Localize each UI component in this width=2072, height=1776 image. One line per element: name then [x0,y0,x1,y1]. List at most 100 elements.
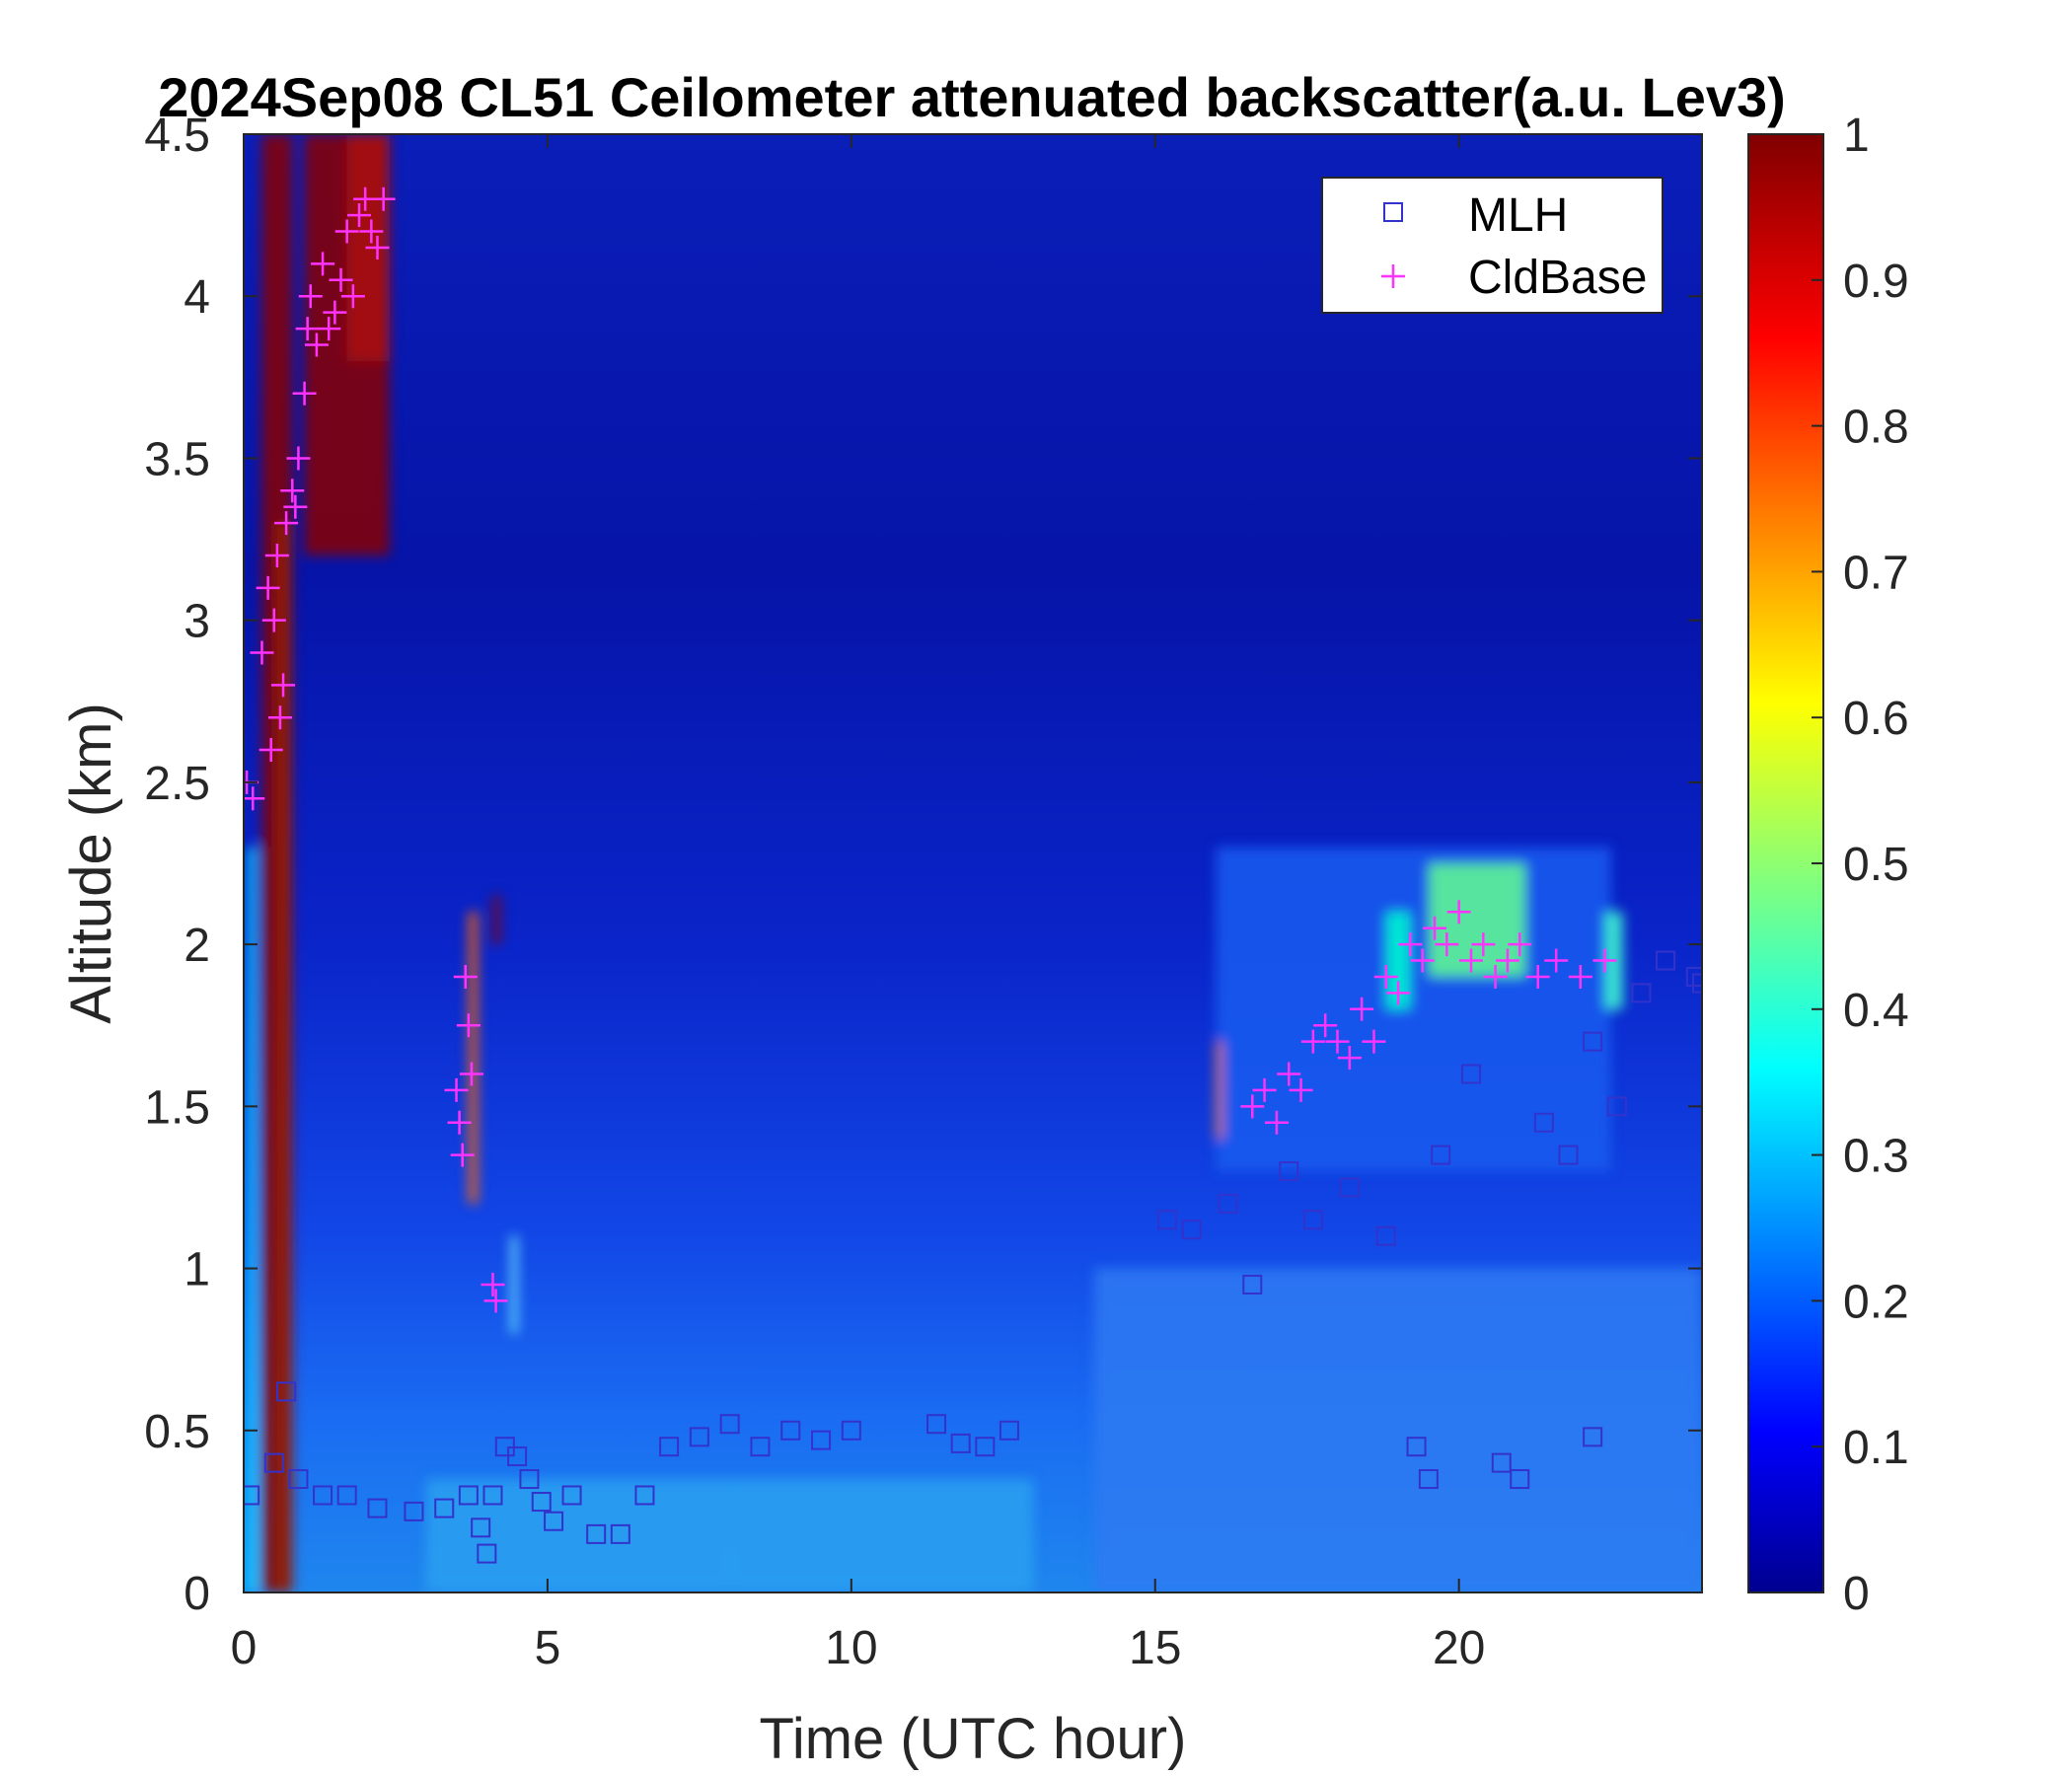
colorbar-tick-label: 1 [1843,110,1870,162]
cldbase-point [1362,1029,1386,1054]
y-axis-label: Altitude (km) [59,703,123,1024]
cldbase-point [286,446,311,471]
x-tick-label: 0 [231,1622,258,1674]
mlh-point [1406,1437,1427,1457]
cldbase-point [447,1110,472,1135]
cldbase-point [280,479,305,503]
mlh-point [336,1485,357,1506]
mlh-point [531,1492,552,1513]
backscatter-patch [247,847,257,1592]
mlh-point [811,1430,832,1450]
y-tick-label: 4.5 [144,110,210,162]
cldbase-point [1446,900,1471,925]
cldbase-point [1386,981,1411,1005]
colorbar-tick-label: 0.9 [1843,256,1909,308]
cldbase-point [459,1062,483,1086]
cldbase-point [1410,948,1435,973]
cldbase-point [456,1013,481,1038]
mlh-point [950,1433,971,1453]
x-axis: 0 5 10 15 20 [231,134,1485,1674]
mlh-point [561,1485,582,1506]
mlh-point [634,1485,655,1506]
mlh-point [780,1420,801,1441]
cldbase-point [271,673,296,698]
y-tick-label: 1 [184,1244,210,1296]
mlh-point [1631,983,1652,1003]
cldbase-point [256,575,280,600]
cldbase-point [264,543,289,567]
mlh-point [276,1381,297,1402]
y-tick-label: 0 [184,1568,210,1620]
backscatter-patch [1216,1041,1222,1140]
cldbase-point [359,219,384,244]
cldbase-point [334,219,359,244]
mlh-point [263,1452,284,1473]
mlh-point [288,1469,309,1490]
cldbase-point [261,608,286,632]
colorbar-tick-label: 0.4 [1843,985,1909,1037]
backscatter-patch [468,912,479,1204]
mlh-point [507,1446,528,1467]
colorbar-tick-label: 0.1 [1843,1422,1909,1474]
mlh-point [689,1427,709,1447]
mlh-point [1242,1274,1263,1295]
cldbase-point [292,381,317,406]
cldbase-point [1325,1029,1350,1054]
mlh-point [926,1414,947,1435]
mlh-point [1558,1145,1579,1165]
cldbase-point [317,317,341,341]
cldbase-point [1471,932,1496,957]
backscatter-patch [729,1479,1034,1592]
y-axis: 0 0.5 1 1.5 2 2.5 3 3.5 4 4.5 [144,110,1702,1620]
colorbar-tick-label: 0.7 [1843,547,1909,599]
cldbase-point [1373,964,1398,989]
mlh-point [1431,1145,1451,1165]
cldbase-point [267,705,292,730]
y-tick-label: 3 [184,596,210,648]
cldbase-point [1495,948,1519,973]
backscatter-patch [261,134,293,1592]
mlh-point [1181,1220,1202,1240]
cldbase-point [323,300,347,325]
cldbase-point [340,284,365,309]
mlh-point [471,1517,491,1538]
mlh-point [1583,1031,1603,1052]
y-tick-label: 3.5 [144,433,210,485]
colorbar-tick-label: 0.8 [1843,402,1909,454]
mlh-point [544,1511,564,1531]
colorbar [1748,134,1823,1592]
cldbase-point [329,267,353,292]
colorbar-tick-label: 0.6 [1843,693,1909,745]
cldbase-point [1592,948,1617,973]
cldbase-point [1300,1029,1325,1054]
y-tick-label: 4 [184,271,210,324]
mlh-point [1418,1469,1439,1490]
cldbase-point [311,252,335,276]
colorbar-ticks: 0 0.1 0.2 0.3 0.4 0.5 0.6 0.7 0.8 0.9 1 [1812,110,1909,1620]
legend-mlh-label: MLH [1468,189,1568,242]
mlh-point [1533,1112,1554,1133]
backscatter-patch [1428,863,1526,977]
y-tick-label: 2.5 [144,758,210,810]
colorbar-tick-label: 0.2 [1843,1276,1909,1328]
cldbase-point [1240,1094,1265,1119]
legend-cldbase-marker [1381,264,1405,288]
mlh-point [1375,1225,1396,1246]
mlh-point [975,1437,996,1457]
cldbase-point [1398,932,1423,957]
mlh-point [659,1437,680,1457]
colorbar-tick-label: 0.5 [1843,839,1909,891]
mlh-point [1279,1161,1299,1182]
mlh-point [1339,1177,1360,1198]
cldbase-point [304,333,329,357]
x-tick-label: 10 [825,1622,877,1674]
mlh-point [367,1498,388,1518]
cldbase-point [1313,1013,1338,1038]
legend-cldbase-label: CldBase [1468,252,1647,304]
plot-frame [243,133,1703,1593]
cldbase-point [274,511,299,536]
y-tick-label: 0.5 [144,1406,210,1458]
y-tick-label: 1.5 [144,1081,210,1134]
mlh-point [1491,1452,1512,1473]
mlh-point [1218,1193,1238,1214]
